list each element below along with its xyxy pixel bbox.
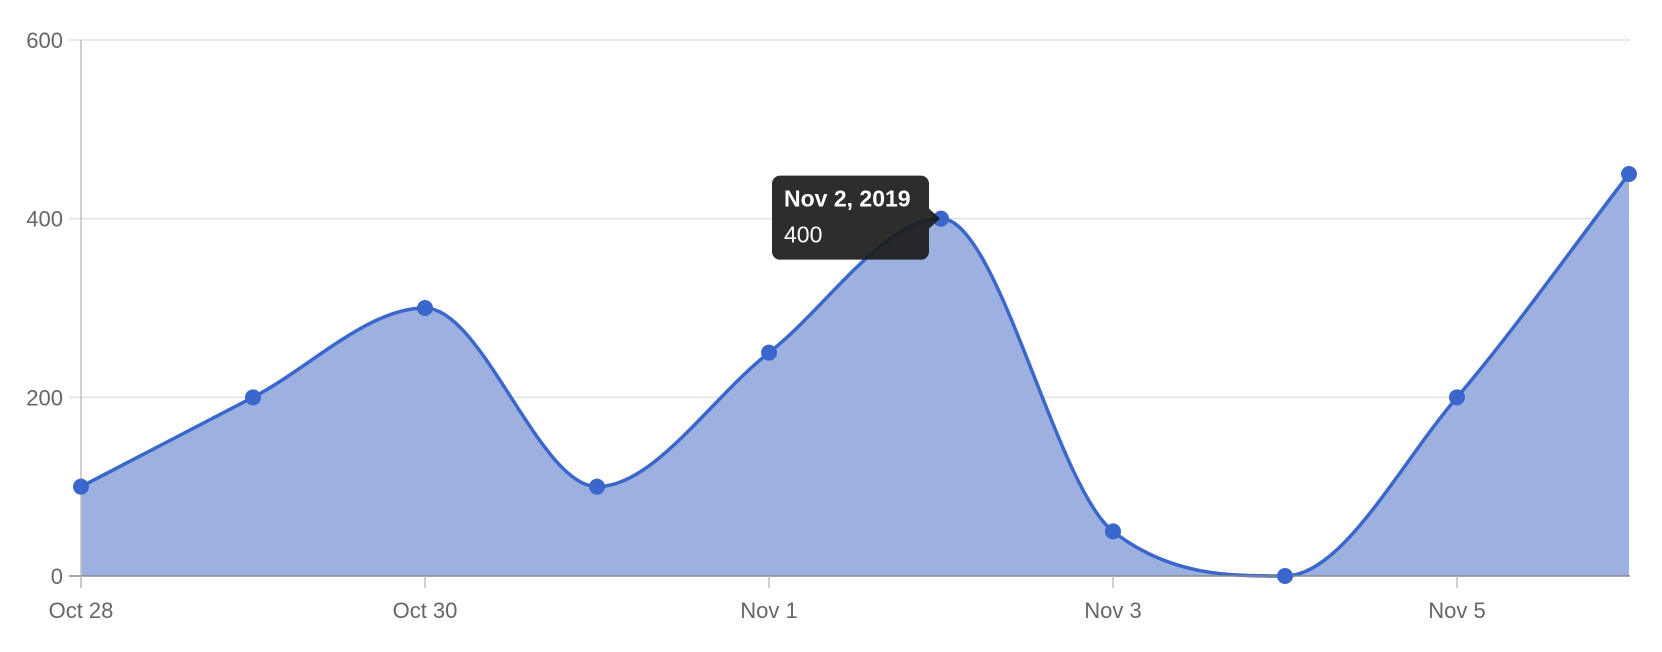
- data-point[interactable]: [1105, 523, 1121, 540]
- x-tick-label: Nov 1: [740, 598, 797, 623]
- tooltip-title: Nov 2, 2019: [784, 186, 911, 212]
- tooltip-value: 400: [784, 222, 822, 248]
- data-point[interactable]: [417, 300, 433, 316]
- axes: [69, 40, 1630, 588]
- area-fill: [81, 174, 1629, 576]
- x-tick-label: Oct 28: [49, 598, 114, 623]
- y-tick-label: 0: [51, 564, 63, 589]
- x-tick-label: Nov 5: [1428, 598, 1485, 623]
- data-point[interactable]: [1621, 166, 1637, 182]
- data-point[interactable]: [589, 478, 605, 495]
- data-point[interactable]: [1449, 389, 1465, 406]
- data-point[interactable]: [73, 478, 89, 495]
- y-tick-label: 200: [26, 385, 63, 410]
- y-tick-label: 400: [26, 207, 63, 232]
- y-tick-label: 600: [26, 28, 63, 53]
- data-points: [73, 166, 1637, 584]
- data-point[interactable]: [1277, 568, 1293, 584]
- data-point[interactable]: [761, 344, 777, 361]
- x-tick-label: Nov 3: [1084, 598, 1141, 623]
- tick-labels: 0 200 400 600 Oct 28 Oct 30 Nov 1 Nov 3 Nov 5: [26, 28, 1485, 623]
- x-tick-label: Oct 30: [393, 598, 458, 623]
- tooltip: Nov 2, 2019 400: [772, 175, 940, 260]
- tooltip-caret: [929, 208, 940, 229]
- data-point[interactable]: [245, 389, 261, 406]
- tooltip-box: [772, 175, 929, 260]
